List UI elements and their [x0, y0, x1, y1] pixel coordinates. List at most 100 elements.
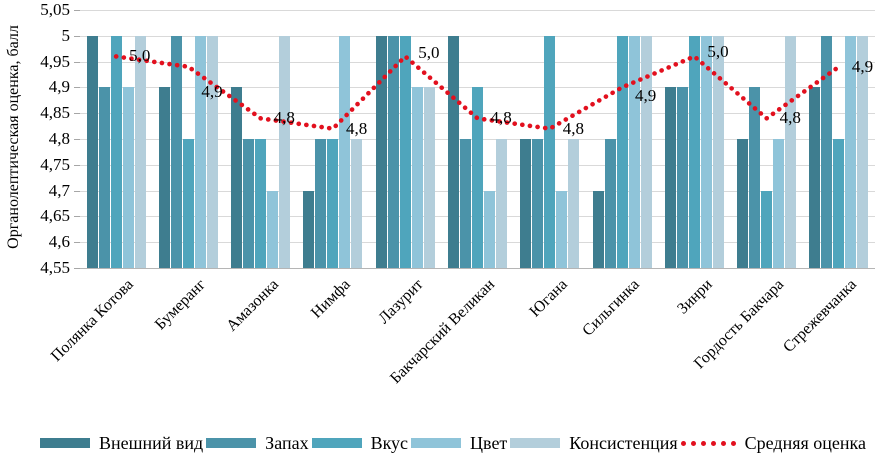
bar — [231, 87, 243, 268]
bar — [255, 139, 267, 268]
y-tick-label: 4,6 — [48, 232, 70, 252]
x-axis-line — [80, 268, 875, 269]
bar — [134, 35, 146, 268]
bar — [592, 190, 604, 268]
y-tick-mark — [74, 164, 80, 166]
avg-point-label: 4,8 — [779, 108, 801, 128]
bar — [761, 190, 773, 268]
legend-dot — [680, 440, 686, 446]
bar — [351, 139, 363, 268]
bar — [339, 35, 351, 268]
bar — [532, 139, 544, 268]
legend-item: Внешний вид — [40, 433, 203, 454]
bar — [628, 35, 640, 268]
bar — [387, 35, 399, 268]
bar — [158, 87, 170, 268]
y-tick-label: 4,75 — [40, 154, 70, 174]
chart-legend: Внешний вид Запах Вкус Цвет Консистенция Сред… — [0, 430, 882, 456]
y-tick-label: 4,55 — [40, 258, 70, 277]
legend-item: Запах — [206, 432, 309, 454]
legend-item: Вкус — [311, 432, 409, 454]
bar — [640, 35, 652, 268]
gridline — [80, 61, 875, 63]
bar — [676, 87, 688, 268]
bar — [749, 87, 761, 268]
y-tick-label: 4,9 — [48, 77, 70, 97]
bar — [411, 87, 423, 268]
bar — [785, 35, 797, 268]
legend-swatch — [40, 438, 90, 448]
bar — [122, 87, 134, 268]
bar — [86, 35, 98, 268]
legend-label: Средняя оценка — [744, 432, 866, 453]
avg-point-label: 4,8 — [345, 118, 368, 138]
bar — [664, 87, 676, 268]
bar — [496, 139, 507, 268]
y-tick-label: 4,95 — [40, 51, 70, 71]
bar — [267, 190, 279, 268]
y-tick-label: 5,05 — [40, 0, 70, 19]
average-line-path — [113, 53, 842, 132]
bar — [194, 35, 206, 268]
bar — [399, 35, 411, 268]
bar — [773, 139, 785, 268]
bar — [556, 190, 568, 268]
y-tick-label: 5 — [61, 25, 71, 45]
bar — [712, 35, 724, 268]
dotted-line-swatch — [680, 440, 736, 446]
avg-point-label: 4,9 — [201, 81, 223, 101]
legend-dot — [720, 440, 726, 446]
bar — [243, 139, 255, 268]
y-tick-mark — [74, 113, 80, 115]
bar — [110, 35, 122, 268]
bar — [821, 35, 833, 268]
y-tick-mark — [74, 139, 80, 140]
avg-point-label: 4,8 — [490, 108, 512, 128]
legend-label: Цвет — [470, 432, 508, 453]
bar — [568, 139, 580, 268]
avg-point-label: 4,8 — [562, 118, 585, 138]
legend-swatch — [510, 438, 561, 448]
bar — [833, 139, 845, 268]
avg-point-label: 5,0 — [129, 46, 151, 66]
legend-label: Запах — [265, 432, 309, 453]
y-tick-mark — [74, 61, 80, 63]
avg-point-label: 4,8 — [273, 108, 295, 128]
y-tick-label: 4,7 — [48, 180, 70, 200]
bar — [700, 35, 712, 268]
bar — [809, 87, 821, 268]
bar — [170, 35, 182, 268]
y-tick-label: 4,8 — [48, 129, 70, 148]
bar — [616, 35, 628, 268]
bar — [315, 139, 327, 268]
avg-point-label: 5,0 — [707, 42, 729, 62]
bar — [182, 139, 194, 268]
bar — [279, 35, 291, 268]
bar — [375, 35, 387, 268]
y-tick-mark — [74, 35, 80, 37]
legend-label: Вкус — [370, 432, 409, 453]
y-tick-mark — [74, 216, 80, 218]
legend-swatch — [411, 438, 462, 448]
avg-point-label: 4,9 — [851, 56, 874, 76]
legend-label: Консистенция — [569, 432, 678, 453]
bar — [472, 87, 483, 268]
bar — [327, 139, 339, 268]
legend-swatch — [206, 438, 257, 448]
bar — [484, 190, 495, 268]
legend-item-average: Средняя оценка — [680, 432, 866, 454]
bar — [423, 87, 435, 268]
avg-point-label: 5,0 — [418, 43, 440, 63]
legend-swatch — [311, 438, 362, 448]
avg-point-label: 4,9 — [635, 86, 657, 106]
y-tick-mark — [74, 10, 80, 11]
bar — [98, 87, 110, 268]
bar — [688, 35, 700, 268]
bar — [460, 139, 471, 268]
bar — [845, 35, 857, 268]
y-tick-mark — [74, 190, 80, 192]
bar — [857, 35, 869, 268]
y-tick-label: 4,65 — [40, 206, 70, 226]
legend-dot — [730, 440, 736, 446]
legend-item: Консистенция — [510, 432, 678, 454]
